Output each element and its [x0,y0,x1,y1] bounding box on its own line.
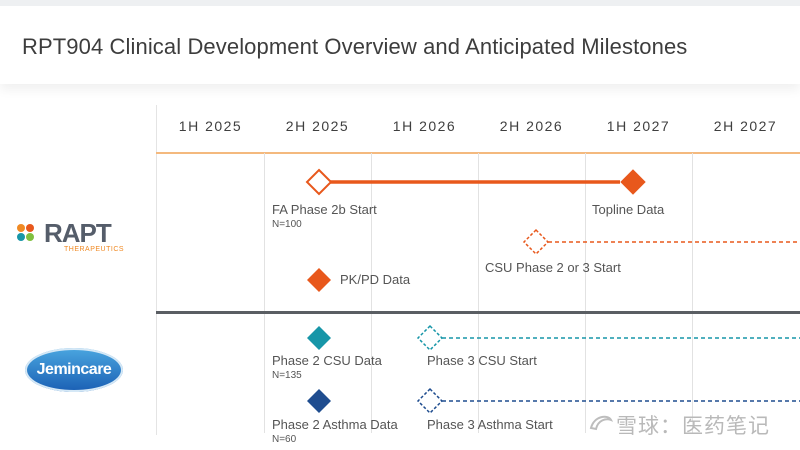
csu-phase-2-or-3-start-label: CSU Phase 2 or 3 Start [485,260,621,275]
column-divider [585,153,586,433]
phase2-asthma-data-diamond [307,389,331,413]
period-2h-2026: 2H 2026 [499,118,564,134]
phase2-csu-data-n: N=135 [272,370,302,381]
column-divider [371,153,372,433]
column-divider [478,153,479,433]
column-divider [264,153,265,433]
rapt-logo-icon [17,224,34,241]
title-band: RPT904 Clinical Development Overview and… [0,0,800,84]
phase3-asthma-start-diamond [416,387,444,415]
fa-phase2b-start-n: N=100 [272,219,302,230]
rapt-logo-tagline: THERAPEUTICS [64,246,125,253]
period-2h-2025: 2H 2025 [285,118,350,134]
phase2-csu-data-label: Phase 2 CSU Data [272,353,382,368]
phase2-asthma-data-n: N=60 [272,434,297,445]
phase3-asthma-start-label: Phase 3 Asthma Start [427,417,553,432]
period-1h-2026: 1H 2026 [392,118,457,134]
phase2-asthma-data-label: Phase 2 Asthma Data [272,417,398,432]
phase2-csu-data-diamond [307,326,331,350]
period-1h-2027: 1H 2027 [606,118,671,134]
page-title: RPT904 Clinical Development Overview and… [22,34,688,59]
period-2h-2027: 2H 2027 [713,118,778,134]
watermark-icon [589,415,614,431]
company-divider [156,311,800,314]
timeline-left-border [156,105,157,435]
pkpd-data-diamond [307,268,331,292]
jemincare-logo-text: Jemincare [36,361,112,378]
topline-data-label: Topline Data [592,202,665,217]
watermark-text: 雪球：医药笔记 [616,415,770,438]
pkpd-data-label: PK/PD Data [340,272,411,287]
topline-data-diamond [620,169,646,195]
rapt-logo-text: RAPT [44,218,112,248]
column-divider [692,153,693,433]
fa-phase2b-start-label: FA Phase 2b Start [272,202,377,217]
fa-phase2b-start-diamond [305,168,333,196]
phase3-csu-start-label: Phase 3 CSU Start [427,353,537,368]
period-1h-2025: 1H 2025 [178,118,243,134]
csu-phase-2-or-3-start-diamond [522,228,550,256]
jemincare-logo [25,348,123,392]
phase3-csu-start-diamond [416,324,444,352]
